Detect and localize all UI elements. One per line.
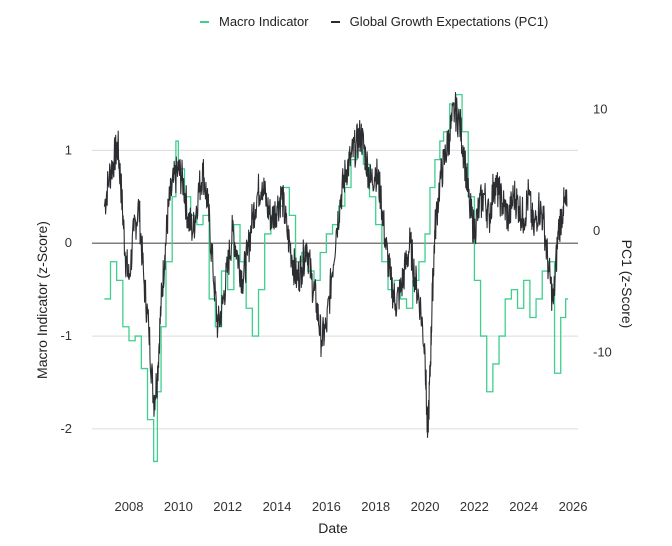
legend-label-macro: Macro Indicator: [219, 14, 309, 29]
x-tick-label: 2026: [559, 499, 588, 514]
y-axis-title-left: Macro Indicator (z-Score): [34, 221, 50, 379]
y-tick-label: 1: [65, 142, 72, 157]
y-tick-label: -1: [60, 328, 72, 343]
x-tick-label: 2020: [411, 499, 440, 514]
x-tick-label: 2018: [361, 499, 390, 514]
y-axis-title-right: PC1 (z-Score): [619, 240, 635, 329]
macro-indicator-line: [104, 93, 569, 463]
legend: Macro Indicator Global Growth Expectatio…: [200, 14, 548, 29]
series-macro-indicator: [104, 93, 569, 463]
y2-tick-label: 10: [593, 101, 607, 116]
legend-swatch-pc1: [330, 20, 340, 23]
y-tick-label: -2: [60, 421, 72, 436]
x-axis-title: Date: [318, 520, 348, 536]
legend-label-pc1: Global Growth Expectations (PC1): [349, 14, 549, 29]
legend-swatch-macro: [200, 20, 209, 23]
x-tick-label: 2022: [460, 499, 489, 514]
x-tick-label: 2016: [312, 499, 341, 514]
x-tick-label: 2008: [115, 499, 144, 514]
y2-tick-label: 0: [593, 223, 600, 238]
x-tick-label: 2014: [263, 499, 292, 514]
y-tick-label: 0: [65, 235, 72, 250]
legend-item-macro[interactable]: Macro Indicator: [200, 14, 309, 29]
series-pc1: [103, 91, 568, 439]
x-tick-label: 2010: [164, 499, 193, 514]
y2-tick-label: -10: [593, 344, 612, 359]
x-tick-label: 2012: [213, 499, 242, 514]
pc1-line: [103, 91, 568, 439]
x-tick-label: 2024: [509, 499, 538, 514]
legend-item-pc1[interactable]: Global Growth Expectations (PC1): [330, 14, 549, 29]
grid-lines: [92, 149, 578, 430]
